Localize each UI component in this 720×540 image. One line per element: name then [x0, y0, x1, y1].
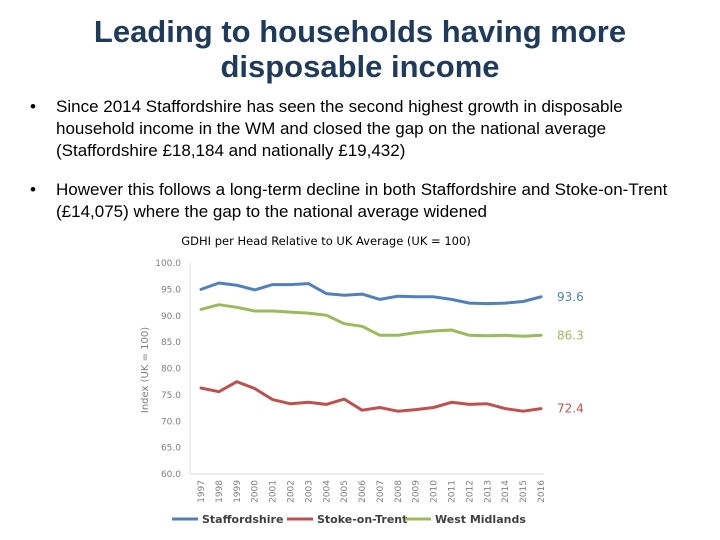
- x-tick-label: 2000: [251, 480, 261, 503]
- x-tick-label: 2008: [394, 480, 404, 503]
- x-ticks: 1997 1998 1999 2000 2001 2002 2003 2004 2005 2006…: [197, 480, 547, 503]
- series-lines: [199, 281, 543, 413]
- bullet-glyph: •: [30, 97, 36, 116]
- bullet-item-2: • However this follows a long-term decli…: [30, 179, 700, 223]
- legend-label: Stoke-on-Trent: [317, 513, 407, 526]
- x-tick-label: 2011: [448, 480, 458, 503]
- x-tick-label: 2001: [269, 480, 279, 503]
- y-ticks: 60.0 65.0 70.0 75.0 80.0 85.0 90.0 95.0 100.0: [155, 259, 181, 480]
- series-line-staffordshire: [199, 281, 543, 306]
- x-tick-label: 2003: [304, 480, 314, 503]
- y-tick-label: 95.0: [161, 285, 181, 295]
- bullet-list: • Since 2014 Staffordshire has seen the …: [30, 96, 700, 240]
- bullet-text-2: However this follows a long-term decline…: [56, 180, 668, 221]
- x-tick-label: 2012: [465, 480, 475, 503]
- end-label-west-midlands: 86.3: [557, 328, 584, 342]
- y-tick-label: 75.0: [161, 391, 181, 401]
- slide-title-line-2: disposable income: [220, 49, 500, 84]
- y-tick-label: 80.0: [161, 365, 181, 375]
- x-tick-label: 2013: [483, 480, 493, 503]
- end-label-staffordshire: 93.6: [557, 290, 584, 304]
- y-tick-label: 85.0: [161, 338, 181, 348]
- slide-title-line-1: Leading to households having more: [93, 14, 627, 49]
- y-tick-label: 90.0: [161, 312, 181, 322]
- y-tick-label: 60.0: [161, 470, 181, 480]
- x-tick-label: 1998: [215, 480, 225, 503]
- y-tick-label: 70.0: [161, 417, 181, 427]
- series-line-stoke-on-trent: [199, 380, 543, 413]
- y-tick-label: 65.0: [161, 444, 181, 454]
- x-tick-label: 2002: [286, 480, 296, 503]
- end-label-stoke-on-trent: 72.4: [557, 402, 584, 416]
- x-tick-label: 2015: [519, 480, 529, 503]
- legend-label: Staffordshire: [202, 513, 283, 526]
- x-tick-label: 2014: [501, 480, 511, 503]
- bullet-text-1: Since 2014 Staffordshire has seen the se…: [56, 97, 623, 160]
- x-tick-label: 2007: [376, 480, 386, 503]
- x-tick-label: 2009: [412, 480, 422, 503]
- x-tick-label: 2004: [322, 480, 332, 503]
- chart-title: GDHI per Head Relative to UK Average (UK…: [181, 234, 471, 248]
- slide-title: Leading to households having more dispos…: [0, 14, 720, 84]
- x-tick-label: 2005: [340, 480, 350, 503]
- y-tick-label: 100.0: [155, 259, 181, 269]
- bullet-glyph: •: [30, 180, 36, 199]
- bullet-item-1: • Since 2014 Staffordshire has seen the …: [30, 96, 700, 162]
- chart-legend: Staffordshire Stoke-on-Trent West Midlands: [172, 513, 526, 526]
- x-tick-label: 2010: [430, 480, 440, 503]
- y-axis-label: Index (UK = 100): [140, 327, 151, 413]
- legend-label: West Midlands: [435, 513, 526, 526]
- end-labels: 93.6 72.4 86.3: [557, 290, 584, 416]
- x-tick-label: 1999: [233, 480, 243, 503]
- x-tick-label: 2006: [358, 480, 368, 503]
- x-tick-label: 1997: [197, 480, 207, 503]
- x-tick-label: 2016: [537, 480, 547, 503]
- series-line-west-midlands: [199, 303, 543, 338]
